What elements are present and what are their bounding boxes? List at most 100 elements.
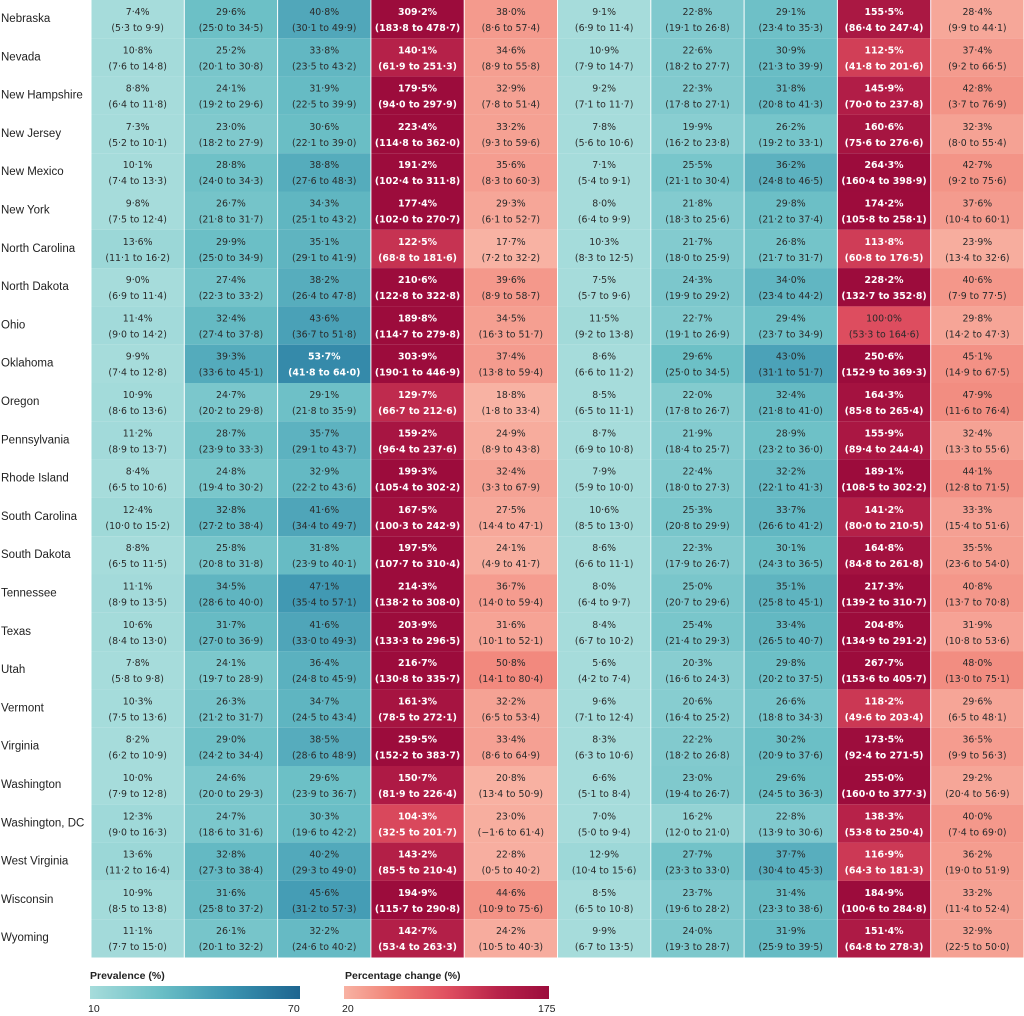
cell-value: 118·2% xyxy=(865,696,905,707)
state-label: North Dakota xyxy=(1,281,69,293)
heatmap-cell xyxy=(464,38,558,77)
state-label: Pennsylvania xyxy=(1,434,70,446)
cell-value: 43·0% xyxy=(776,352,806,363)
cell-value: 32·4% xyxy=(216,313,246,324)
state-label: Tennessee xyxy=(1,588,57,600)
cell-interval: (105·8 to 258·1) xyxy=(841,215,926,226)
heatmap-cell xyxy=(557,153,651,192)
cell-value: 30·3% xyxy=(309,811,339,822)
cell-interval: (7·4 to 13·3) xyxy=(108,176,166,187)
heatmap-cell xyxy=(370,344,465,383)
cell-interval: (5·0 to 9·4) xyxy=(578,827,631,838)
cell-interval: (122·8 to 322·8) xyxy=(375,291,460,302)
heatmap-cell xyxy=(277,344,371,383)
cell-value: 18·8% xyxy=(496,390,526,401)
cell-value: 31·8% xyxy=(776,84,806,95)
cell-interval: (22·2 to 43·6) xyxy=(292,483,356,494)
heatmap-cell xyxy=(464,268,558,307)
cell-value: 22·8% xyxy=(496,850,526,861)
heatmap-cell xyxy=(464,114,558,154)
cell-value: 34·0% xyxy=(776,275,806,286)
cell-interval: (7·4 to 12·8) xyxy=(108,368,166,379)
heatmap-cell xyxy=(650,919,745,958)
heatmap-cell xyxy=(370,842,465,881)
cell-interval: (53·3 to 164·6) xyxy=(849,329,919,340)
cell-interval: (17·8 to 27·1) xyxy=(665,100,729,111)
cell-interval: (20·1 to 32·2) xyxy=(199,942,263,953)
cell-interval: (85·5 to 210·4) xyxy=(378,866,457,877)
heatmap-cell xyxy=(650,766,745,805)
cell-interval: (12·8 to 71·5) xyxy=(945,483,1009,494)
cell-value: 9·9% xyxy=(126,352,150,363)
cell-interval: (21·7 to 31·7) xyxy=(759,253,823,264)
heatmap-cell xyxy=(930,153,1024,192)
cell-value: 112·5% xyxy=(865,45,905,56)
cell-value: 28·8% xyxy=(216,160,246,171)
cell-value: 29·1% xyxy=(309,390,339,401)
heatmap-cell xyxy=(650,651,745,690)
cell-value: 194·9% xyxy=(398,888,438,899)
cell-value: 29·8% xyxy=(962,313,992,324)
cell-interval: (21·1 to 30·4) xyxy=(665,176,729,187)
cell-value: 8·6% xyxy=(592,543,616,554)
heatmap-cell xyxy=(464,76,558,115)
cell-value: 17·7% xyxy=(496,237,526,248)
cell-interval: (28·6 to 48·9) xyxy=(292,751,356,762)
cell-value: 29·6% xyxy=(309,773,339,784)
heatmap-cell xyxy=(91,0,185,39)
heatmap-cell xyxy=(837,842,931,881)
cell-interval: (152·2 to 383·7) xyxy=(375,751,460,762)
cell-value: 19·9% xyxy=(683,122,713,133)
cell-interval: (10·4 to 15·6) xyxy=(572,866,636,877)
cell-value: 24·6% xyxy=(216,773,246,784)
heatmap-cell xyxy=(650,114,745,154)
cell-value: 21·9% xyxy=(683,428,713,439)
heatmap-cell xyxy=(744,421,838,460)
cell-interval: (41·8 to 64·0) xyxy=(288,368,360,379)
cell-interval: (19·1 to 26·8) xyxy=(665,23,729,34)
cell-value: 31·7% xyxy=(216,620,246,631)
cell-value: 309·2% xyxy=(398,7,438,18)
cell-value: 22·0% xyxy=(683,390,713,401)
heatmap-cell xyxy=(837,689,931,728)
cell-interval: (6·3 to 10·6) xyxy=(575,751,633,762)
heatmap-cell xyxy=(557,804,651,843)
cell-value: 223·4% xyxy=(398,122,438,133)
heatmap-cell xyxy=(744,689,838,728)
heatmap-cell xyxy=(464,574,558,613)
prevalence-legend-title: Prevalence (%) xyxy=(90,970,165,982)
cell-interval: (25·1 to 43·2) xyxy=(292,215,356,226)
cell-interval: (19·1 to 26·9) xyxy=(665,329,729,340)
cell-value: 9·0% xyxy=(126,275,150,286)
cell-interval: (6·5 to 11·1) xyxy=(575,406,633,417)
cell-value: 9·1% xyxy=(592,7,616,18)
cell-value: 184·9% xyxy=(865,888,905,899)
cell-interval: (6·9 to 10·8) xyxy=(575,444,633,455)
cell-value: 40·0% xyxy=(962,811,992,822)
heatmap-cell xyxy=(557,459,651,498)
cell-interval: (15·4 to 51·6) xyxy=(945,521,1009,532)
cell-interval: (16·3 to 51·7) xyxy=(479,329,543,340)
cell-interval: (7·6 to 14·8) xyxy=(108,61,166,72)
cell-interval: (13·3 to 55·6) xyxy=(945,444,1009,455)
heatmap-cell xyxy=(464,651,558,690)
heatmap-cell xyxy=(557,612,651,652)
cell-value: 39·6% xyxy=(496,275,526,286)
heatmap-cell xyxy=(744,306,838,345)
cell-interval: (114·8 to 362·0) xyxy=(375,138,460,149)
cell-value: 29·4% xyxy=(776,313,806,324)
cell-value: 24·1% xyxy=(496,543,526,554)
cell-interval: (10·9 to 75·6) xyxy=(479,904,543,915)
heatmap-cell xyxy=(91,38,185,77)
cell-interval: (96·4 to 237·6) xyxy=(378,444,457,455)
cell-interval: (20·9 to 37·6) xyxy=(759,751,823,762)
heatmap-cell xyxy=(744,536,838,575)
cell-value: 31·6% xyxy=(496,620,526,631)
cell-value: 36·5% xyxy=(962,735,992,746)
cell-value: 9·9% xyxy=(592,926,616,937)
cell-value: 22·3% xyxy=(683,84,713,95)
cell-interval: (24·8 to 46·5) xyxy=(759,176,823,187)
cell-interval: (23·4 to 35·3) xyxy=(759,23,823,34)
cell-value: 7·9% xyxy=(592,467,616,478)
heatmap-cell xyxy=(557,38,651,77)
